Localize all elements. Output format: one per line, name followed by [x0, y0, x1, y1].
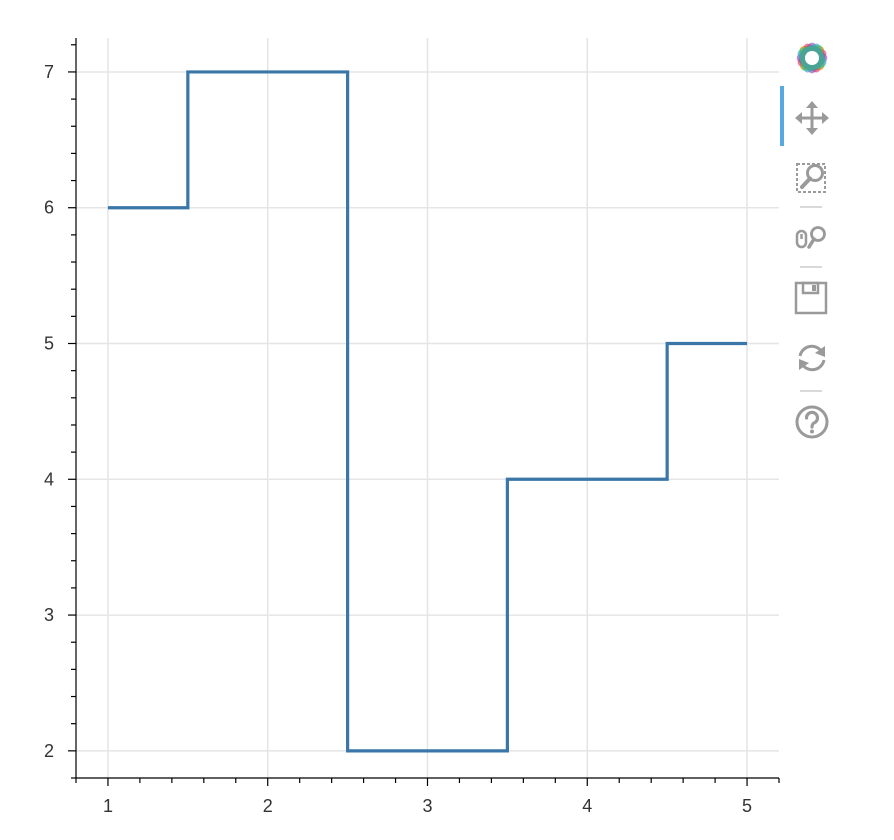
step-series-line [107, 70, 748, 753]
wheel-zoom-icon[interactable] [792, 218, 832, 258]
pan-icon[interactable] [792, 98, 832, 138]
x-tick-label: 1 [103, 796, 113, 816]
grid-lines [76, 38, 779, 778]
chart: 1 2 3 4 5 2 3 4 5 6 7 [44, 38, 780, 816]
x-tick-label: 2 [263, 796, 273, 816]
box-zoom-icon[interactable] [792, 158, 832, 198]
axes [68, 38, 780, 786]
save-icon[interactable] [792, 278, 832, 318]
toolbar-separator [800, 266, 822, 268]
y-tick-label: 3 [44, 605, 54, 625]
tick-labels: 1 2 3 4 5 2 3 4 5 6 7 [44, 62, 752, 816]
toolbar-separator [800, 206, 822, 208]
y-tick-label: 6 [44, 198, 54, 218]
x-tick-label: 3 [422, 796, 432, 816]
y-tick-label: 5 [44, 334, 54, 354]
active-tool-indicator [780, 86, 784, 146]
y-tick-label: 7 [44, 62, 54, 82]
toolbar-separator [800, 390, 822, 392]
y-tick-label: 2 [44, 741, 54, 761]
reset-icon[interactable] [792, 338, 832, 378]
series-layer [107, 70, 748, 753]
x-tick-label: 4 [582, 796, 592, 816]
y-tick-label: 4 [44, 469, 54, 489]
help-icon[interactable] [792, 402, 832, 442]
x-tick-label: 5 [742, 796, 752, 816]
bokeh-logo-icon[interactable] [792, 38, 832, 78]
toolbar [780, 26, 840, 466]
